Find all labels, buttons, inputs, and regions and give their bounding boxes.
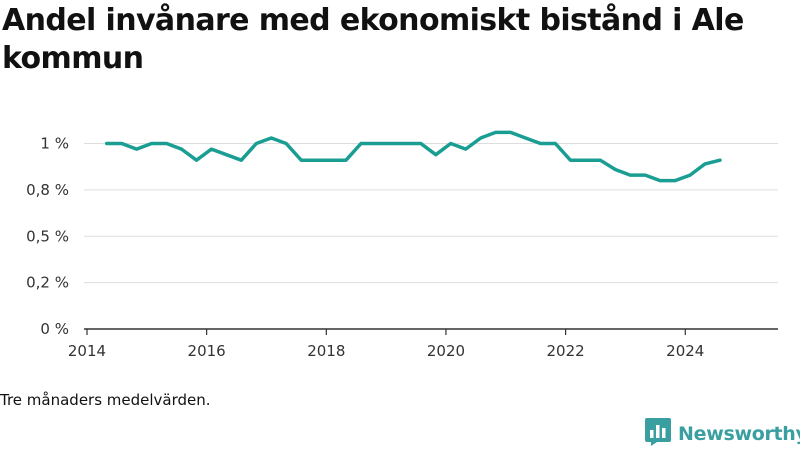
x-tick-label: 2022: [547, 342, 585, 360]
newsworthy-brand[interactable]: Newsworthy: [645, 418, 800, 450]
x-tick-label: 2018: [307, 342, 345, 360]
brand-name: Newsworthy: [678, 423, 800, 445]
x-tick-label: 2024: [666, 342, 704, 360]
y-tick-label: 0,8 %: [26, 181, 69, 199]
chart-title: Andel invånare med ekonomiskt bistånd i …: [2, 3, 744, 76]
bar-chart-logo-icon: [645, 418, 671, 450]
x-tick-label: 2016: [188, 342, 226, 360]
x-tick-label: 2020: [427, 342, 465, 360]
y-tick-label: 0,2 %: [26, 274, 69, 292]
x-tick-label: 2014: [68, 342, 106, 360]
y-tick-label: 0 %: [40, 320, 69, 338]
y-tick-label: 0,5 %: [26, 227, 69, 245]
y-tick-label: 1 %: [40, 135, 69, 153]
series-line: [104, 130, 722, 183]
chart-caption: Tre månaders medelvärden.: [0, 391, 211, 409]
